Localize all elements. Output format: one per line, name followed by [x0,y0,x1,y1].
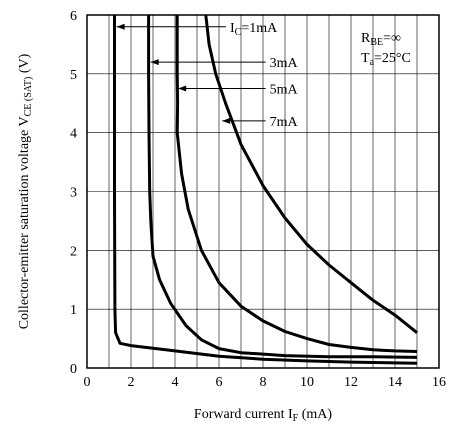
x-tick-label: 0 [84,375,91,390]
x-axis-title: Forward current IF (mA) [194,407,332,424]
x-tick-label: 8 [260,375,267,390]
series-label: 5mA [270,83,299,98]
series-arrowhead [116,23,125,30]
series-layer [113,14,418,365]
x-tick-label: 12 [344,375,358,390]
y-tick-label: 6 [70,9,77,24]
x-tick-label: 4 [172,375,179,390]
y-axis-title: Collector-emitter saturation voltage VCE… [17,53,34,329]
y-tick-label: 1 [70,303,77,318]
series-label: 3mA [270,56,299,71]
y-tick-label: 5 [70,68,77,83]
y-tick-label: 3 [70,186,77,201]
series-arrowhead [150,59,159,66]
series-line-3 [175,15,418,353]
series-label: 7mA [270,115,299,130]
condition-label: RBE=∞ [361,31,401,48]
annotations: IC=1mA 3mA 5mA 7mA RBE=∞ Ta=25°C [116,21,411,130]
x-tick-label: 2 [128,375,135,390]
condition-label: Ta=25°C [361,51,411,68]
series-line-4 [204,14,418,334]
series-line-1 [113,15,418,365]
x-tick-label: 14 [388,375,402,390]
grid [87,15,439,368]
y-tick-label: 0 [70,362,77,377]
series-label: IC=1mA [230,21,278,38]
x-tick-label: 16 [432,375,446,390]
x-tick-label: 10 [300,375,314,390]
series-arrowhead [178,85,187,92]
y-tick-label: 2 [70,244,77,259]
y-tick-label: 4 [70,127,77,142]
series-line-2 [147,15,418,359]
plot-frame [86,14,440,369]
x-tick-label: 6 [216,375,223,390]
series-arrowhead [222,117,231,124]
